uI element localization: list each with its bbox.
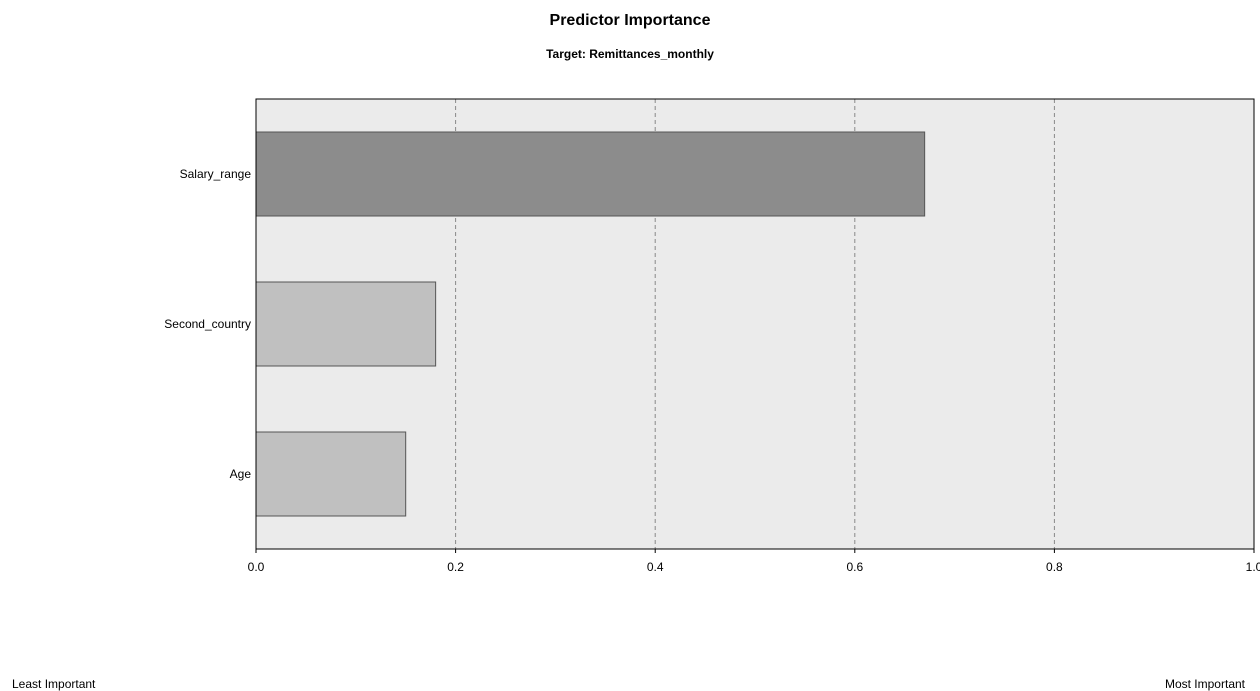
plot-border [255, 98, 1255, 550]
y-category-label: Salary_range [180, 167, 252, 181]
x-axis-labels: 0.0 0.2 0.4 0.6 0.8 1.0 [248, 549, 1260, 574]
y-axis-labels: Salary_range Second_country Age [164, 167, 251, 481]
bar [255, 131, 926, 217]
y-category-label: Second_country [164, 317, 251, 331]
bar [255, 431, 407, 517]
x-tick-label: 0.4 [647, 560, 664, 574]
x-tick-label: 0.0 [248, 560, 265, 574]
chart-subtitle: Target: Remittances_monthly [546, 47, 714, 61]
x-tick-label: 0.6 [846, 560, 863, 574]
x-tick-label: 1.0 [1246, 560, 1260, 574]
x-tick-label: 0.2 [447, 560, 464, 574]
most-important-label: Most Important [1164, 677, 1245, 691]
bar [255, 281, 437, 367]
chart-title: Predictor Importance [549, 12, 711, 29]
least-important-label: Least Important [12, 677, 96, 691]
bars [255, 131, 926, 517]
grid-lines [455, 99, 1055, 549]
y-category-label: Age [230, 467, 252, 481]
x-tick-label: 0.8 [1046, 560, 1063, 574]
